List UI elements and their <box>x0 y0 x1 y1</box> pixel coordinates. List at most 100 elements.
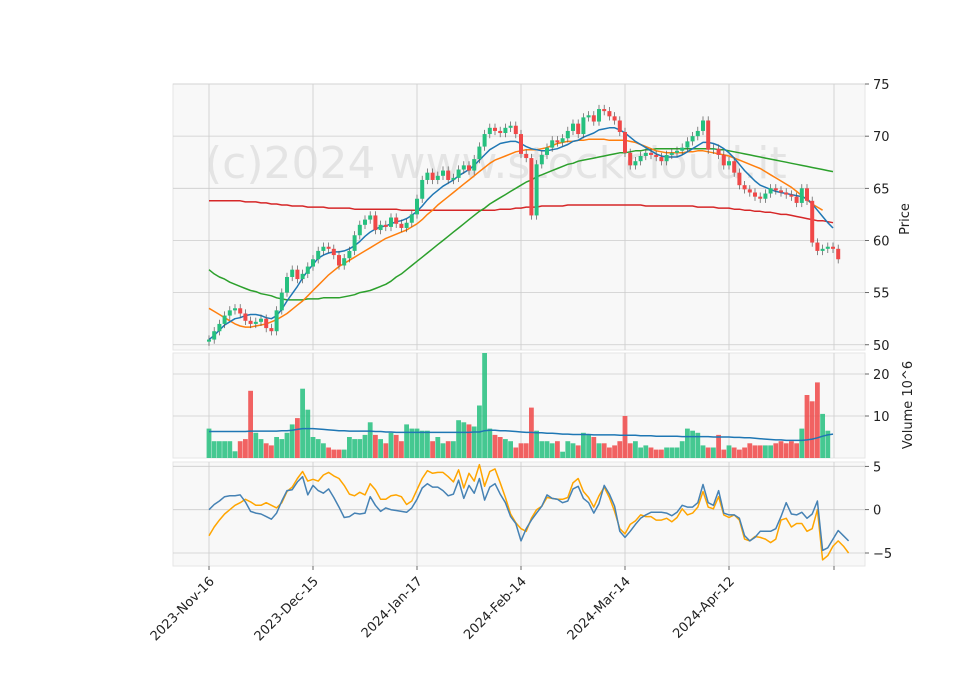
volume-bar <box>232 451 238 458</box>
candle-body <box>810 200 815 243</box>
volume-bar <box>560 451 565 458</box>
volume-bar <box>503 439 508 458</box>
volume-bar <box>742 447 747 458</box>
candle-body <box>628 152 633 166</box>
volume-bar <box>269 445 274 458</box>
candle-body <box>836 248 841 260</box>
volume-bar <box>586 434 591 458</box>
volume-bar <box>690 430 695 458</box>
candle-body <box>347 250 352 259</box>
osc-y-tick-label: 5 <box>873 460 881 475</box>
volume-bar <box>289 424 295 458</box>
candle-body <box>435 175 440 180</box>
volume-bar <box>773 443 779 458</box>
candle-body <box>550 140 555 148</box>
candle-body <box>773 188 778 191</box>
candle-body <box>690 136 695 142</box>
volume-bar <box>789 441 794 458</box>
candlesticks <box>207 104 841 346</box>
candle-body <box>378 224 383 231</box>
price-panel <box>172 83 866 351</box>
volume-bar <box>419 430 425 458</box>
ma-200-line <box>209 200 834 224</box>
candle-body <box>695 130 700 137</box>
candle-body <box>784 192 789 195</box>
candle-body <box>794 196 799 203</box>
volume-bar <box>768 445 773 458</box>
candle-body <box>591 115 596 122</box>
volume-bar <box>336 449 342 458</box>
candle-body <box>701 120 705 131</box>
volume-bar <box>362 434 368 458</box>
candle-body <box>420 179 425 199</box>
candle-body <box>363 219 367 225</box>
price-axis-title: Price <box>898 203 913 235</box>
candle-body <box>825 246 830 249</box>
candle-body <box>768 188 773 194</box>
candle-body <box>560 138 565 143</box>
candle-body <box>675 150 679 153</box>
volume-bar <box>445 441 451 458</box>
volume-bar <box>331 449 337 458</box>
oscillator-line-a <box>208 475 850 552</box>
volume-bar <box>253 432 259 458</box>
volume-bar <box>549 443 555 458</box>
candle-body <box>342 258 347 266</box>
candle-body <box>337 255 341 266</box>
candle-body <box>248 320 253 324</box>
volume-bar <box>227 441 233 458</box>
candle-body <box>487 127 492 135</box>
candle-body <box>430 172 435 180</box>
volume-bar <box>482 353 487 458</box>
volume-bar <box>581 432 586 458</box>
oscillator-panel <box>172 461 866 567</box>
volume-bar <box>705 447 711 458</box>
candle-body <box>831 246 835 249</box>
oscillator-lines <box>208 463 850 561</box>
candle-body <box>732 161 737 173</box>
candle-body <box>290 269 295 277</box>
volume-bar <box>497 437 503 458</box>
candle-body <box>503 127 508 134</box>
candle-body <box>742 185 747 190</box>
volume-bar <box>414 428 420 458</box>
volume-bar <box>747 443 753 458</box>
volume-bar <box>300 388 305 458</box>
volume-bar <box>518 443 524 458</box>
candle-body <box>654 154 659 158</box>
volume-bar <box>425 430 430 458</box>
volume-bar <box>461 422 467 458</box>
candle-body <box>311 259 315 267</box>
candle-body <box>415 198 419 215</box>
candle-body <box>331 248 336 256</box>
candle-body <box>685 141 690 148</box>
volume-average-line <box>209 427 834 442</box>
candle-body <box>539 154 544 165</box>
volume-bar <box>674 447 680 458</box>
candle-body <box>649 152 653 155</box>
volume-bar <box>659 449 664 458</box>
volume-bar <box>804 395 810 458</box>
candle-body <box>555 140 560 143</box>
candle-body <box>680 147 685 151</box>
volume-bar <box>523 443 529 458</box>
candle-body <box>820 248 825 251</box>
volume-bar <box>315 439 321 458</box>
volume-bar <box>347 437 352 458</box>
candle-body <box>409 214 414 223</box>
volume-bar <box>539 441 545 458</box>
volume-bar <box>487 428 493 458</box>
x-tick-label: 2023-Nov-16 <box>148 574 218 644</box>
x-tick-label: 2024-Apr-12 <box>670 574 737 641</box>
osc-y-tick-label: −5 <box>873 547 892 562</box>
volume-bar <box>752 445 758 458</box>
candle-body <box>669 152 674 155</box>
volume-bar <box>341 449 347 458</box>
candle-body <box>815 242 820 251</box>
candle-body <box>659 157 664 162</box>
volume-bar <box>565 441 571 458</box>
volume-axis-title: Volume 10^6 <box>901 361 916 449</box>
volume-bar <box>284 432 290 458</box>
osc-y-tick-label: 0 <box>873 504 881 519</box>
candle-body <box>316 250 321 260</box>
